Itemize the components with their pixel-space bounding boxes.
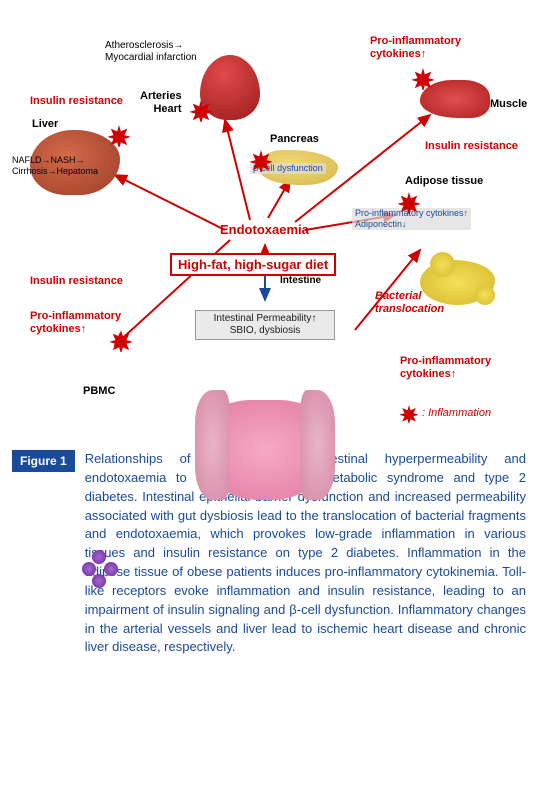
inflammation-star-icon: [250, 150, 272, 172]
intestine-box: Intestinal Permeability↑ SBIO, dysbiosis: [195, 310, 335, 340]
bacterial-translocation-label: Bacterial translocation: [375, 290, 444, 316]
diet-box: High-fat, high-sugar diet: [170, 253, 336, 276]
inflammation-star-icon: [398, 192, 420, 214]
intestine-organ: [200, 400, 330, 500]
inflammation-star-icon: [110, 330, 132, 352]
pancreas-label: Pancreas: [270, 133, 319, 146]
heart-label: Arteries Heart: [140, 90, 182, 116]
liver-sublabel: NAFLD→NASH→ Cirrhosis→Hepatoma: [12, 155, 98, 177]
muscle-insulin-resistance: Insulin resistance: [425, 140, 518, 153]
pbmc-cytokines: Pro-inflammatory cytokines↑: [30, 310, 121, 336]
liver-insulin-resistance: Insulin resistance: [30, 95, 123, 108]
liver-label: Liver: [32, 118, 58, 131]
muscle-label: Muscle: [490, 98, 527, 111]
heart-sublabel: Atherosclerosis→ Myocardial infarction: [105, 40, 197, 64]
endotoxaemia-label: Endotoxaemia: [220, 222, 309, 238]
figure-label: Figure 1: [12, 450, 75, 472]
inflammation-star-icon: [108, 125, 130, 147]
legend-inflammation-label: : Inflammation: [422, 407, 491, 420]
inflammation-star-icon: [190, 100, 212, 122]
muscle-cytokines: Pro-inflammatory cytokines↑: [370, 35, 461, 61]
legend-star-icon: [400, 405, 418, 423]
pbmc-organ: [82, 550, 122, 590]
adipose-cytokines-lower: Pro-inflammatory cytokines↑: [400, 355, 491, 381]
adipose-label: Adipose tissue: [405, 175, 483, 188]
pbmc-insulin-resistance: Insulin resistance: [30, 275, 123, 288]
intestine-label: Intestine: [280, 275, 321, 287]
inflammation-star-icon: [412, 68, 434, 90]
pathway-diagram: Liver NAFLD→NASH→ Cirrhosis→Hepatoma Ins…: [0, 0, 538, 440]
pbmc-label: PBMC: [83, 385, 115, 398]
